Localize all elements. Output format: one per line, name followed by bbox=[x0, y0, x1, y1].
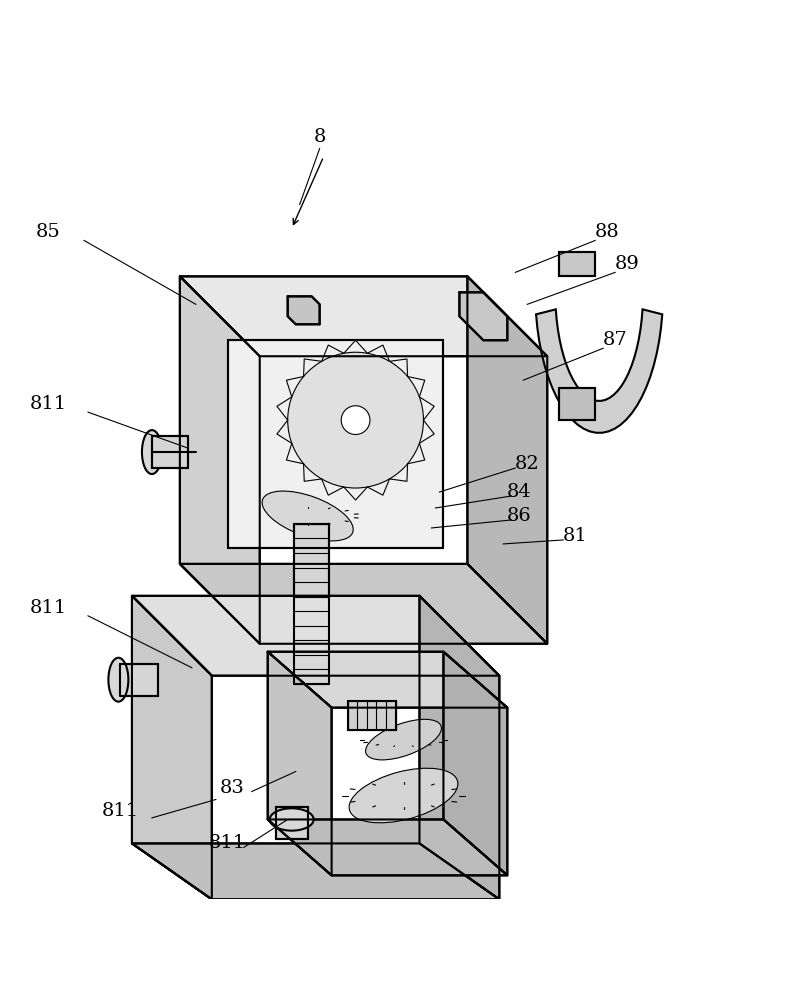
Text: 87: 87 bbox=[603, 331, 628, 349]
Text: 811: 811 bbox=[30, 395, 67, 413]
Polygon shape bbox=[228, 340, 443, 548]
Polygon shape bbox=[132, 596, 500, 676]
Polygon shape bbox=[443, 652, 508, 875]
Text: 811: 811 bbox=[102, 802, 139, 820]
Ellipse shape bbox=[270, 808, 314, 831]
Polygon shape bbox=[180, 276, 260, 644]
Ellipse shape bbox=[262, 491, 353, 541]
Polygon shape bbox=[180, 276, 547, 356]
Polygon shape bbox=[348, 701, 395, 730]
Text: 811: 811 bbox=[30, 599, 67, 617]
Polygon shape bbox=[120, 664, 158, 696]
Circle shape bbox=[341, 406, 370, 435]
Ellipse shape bbox=[366, 719, 441, 760]
Text: 85: 85 bbox=[36, 223, 61, 241]
Polygon shape bbox=[152, 436, 188, 468]
Polygon shape bbox=[536, 309, 663, 433]
Text: 81: 81 bbox=[562, 527, 587, 545]
Polygon shape bbox=[268, 819, 508, 875]
Polygon shape bbox=[294, 524, 329, 684]
Polygon shape bbox=[268, 652, 332, 875]
Polygon shape bbox=[559, 388, 596, 420]
Polygon shape bbox=[467, 276, 547, 644]
Polygon shape bbox=[132, 596, 211, 899]
Polygon shape bbox=[420, 596, 500, 899]
Text: 89: 89 bbox=[615, 255, 640, 273]
Ellipse shape bbox=[142, 430, 162, 474]
Text: 84: 84 bbox=[507, 483, 532, 501]
Polygon shape bbox=[459, 292, 508, 340]
Text: 88: 88 bbox=[595, 223, 620, 241]
Polygon shape bbox=[559, 252, 596, 276]
Text: 811: 811 bbox=[209, 834, 246, 852]
Polygon shape bbox=[268, 652, 508, 708]
Text: 83: 83 bbox=[220, 779, 245, 797]
Text: 8: 8 bbox=[313, 128, 326, 146]
Ellipse shape bbox=[349, 768, 458, 823]
Polygon shape bbox=[180, 564, 547, 644]
Polygon shape bbox=[132, 843, 500, 899]
Ellipse shape bbox=[108, 658, 128, 702]
Polygon shape bbox=[276, 807, 307, 839]
Text: 86: 86 bbox=[507, 507, 532, 525]
Polygon shape bbox=[287, 296, 320, 324]
Circle shape bbox=[287, 352, 424, 488]
Text: 82: 82 bbox=[515, 455, 540, 473]
